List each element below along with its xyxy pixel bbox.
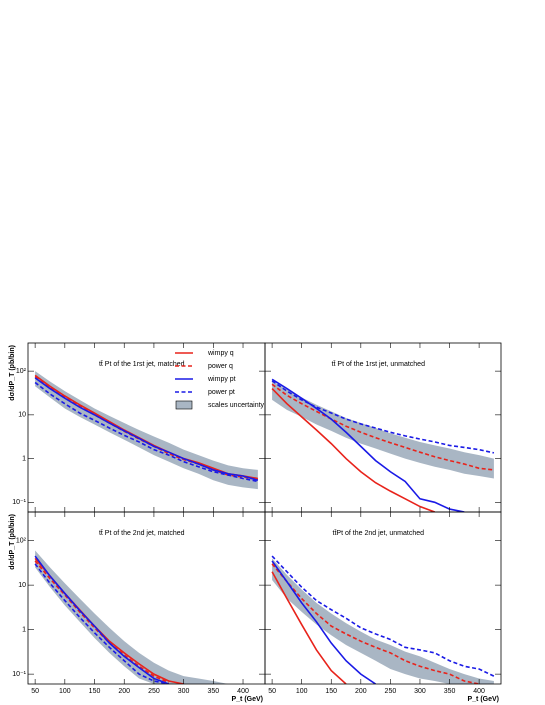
legend-label: wimpy q	[207, 350, 234, 357]
x-tick-label: 250	[148, 688, 160, 695]
panel-title: tt̄ Pt of the 1rst jet, matched	[99, 360, 185, 368]
y-axis-label: dσ/dP_T (pb/bin)	[9, 345, 16, 401]
legend-label: power q	[208, 363, 233, 370]
y-tick-label: 10²	[16, 368, 27, 375]
panel-title: tt̄ Pt of the 2nd jet, matched	[99, 529, 185, 537]
x-tick-label: 400	[473, 688, 485, 695]
x-tick-label: 300	[178, 688, 190, 695]
x-tick-label: 200	[355, 688, 367, 695]
x-tick-label: 400	[237, 688, 249, 695]
x-tick-label: 350	[444, 688, 456, 695]
series-line	[271, 563, 480, 684]
series-line	[271, 571, 347, 684]
plot-area	[34, 550, 258, 684]
y-tick-label: 10	[18, 412, 26, 419]
y-tick-label: 10⁻¹	[12, 671, 26, 678]
panel-title: tt̄ Pt of the 1rst jet, unmatched	[332, 360, 425, 368]
x-tick-label: 250	[385, 688, 397, 695]
x-axis-label: P_t (GeV)	[467, 696, 499, 703]
series-line	[34, 563, 169, 684]
uncertainty-band	[272, 380, 494, 479]
y-tick-label: 1	[22, 455, 26, 462]
x-tick-label: 350	[207, 688, 219, 695]
legend-label: wimpy pt	[207, 376, 236, 383]
series-line	[34, 377, 259, 481]
x-axis-label: P_t (GeV)	[231, 696, 263, 703]
y-axis-label: dσ/dP_T (pb/bin)	[9, 514, 16, 570]
series-line	[34, 555, 170, 684]
legend-label: power pt	[208, 389, 235, 396]
x-tick-label: 150	[89, 688, 101, 695]
y-tick-label: 1	[22, 626, 26, 633]
x-tick-label: 100	[296, 688, 308, 695]
y-tick-label: 10	[18, 582, 26, 589]
series-line	[271, 378, 465, 512]
x-tick-label: 300	[414, 688, 426, 695]
x-tick-label: 100	[59, 688, 71, 695]
x-tick-label: 50	[268, 688, 276, 695]
uncertainty-band	[35, 550, 258, 684]
plot-area	[34, 371, 259, 490]
plot-area	[271, 378, 495, 512]
plot-area	[271, 555, 495, 684]
series-line	[271, 380, 495, 454]
series-line	[271, 560, 377, 684]
series-line	[271, 383, 494, 471]
x-tick-label: 150	[325, 688, 337, 695]
x-tick-label: 50	[31, 688, 39, 695]
legend-label: scales uncertainty	[208, 402, 265, 409]
panel-frame	[264, 511, 502, 685]
series-line	[271, 555, 495, 677]
uncertainty-band	[35, 371, 258, 490]
series-line	[271, 387, 436, 512]
y-tick-label: 10²	[16, 537, 27, 544]
panel-title: tt̄Pt of the 2nd jet, unmatched	[333, 529, 425, 537]
x-tick-label: 200	[118, 688, 130, 695]
legend-swatch	[175, 400, 193, 410]
y-tick-label: 10⁻¹	[12, 499, 26, 506]
